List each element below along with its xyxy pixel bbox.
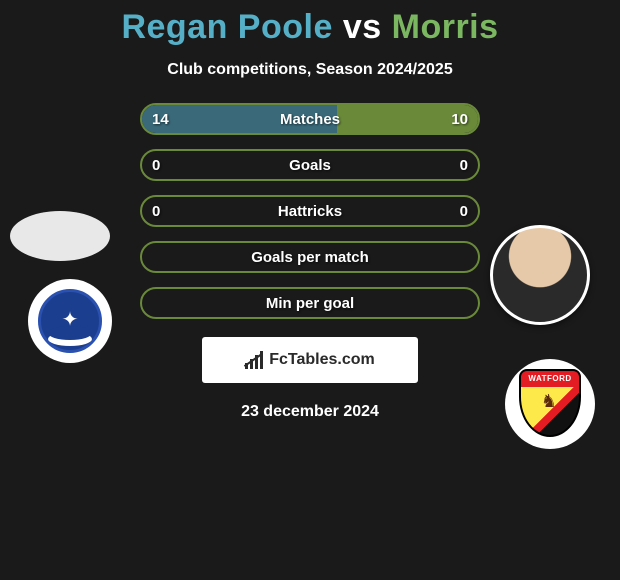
portsmouth-badge-icon: ✦ — [28, 279, 112, 363]
player2-name: Morris — [392, 8, 499, 46]
page-title: Regan Poole vs Morris — [0, 0, 620, 47]
stat-label: Min per goal — [266, 295, 354, 312]
stat-value-left: 14 — [152, 111, 169, 128]
watford-badge-icon: WATFORD ♞ — [505, 359, 595, 449]
stat-value-right: 10 — [451, 111, 468, 128]
bar-chart-icon — [245, 351, 263, 369]
stat-row: 14 10 Matches — [140, 103, 480, 135]
badge-top-text: WATFORD — [519, 369, 581, 387]
stats-rows: 14 10 Matches 0 0 Goals 0 0 Hattricks Goals per m… — [140, 103, 480, 319]
subtitle: Club competitions, Season 2024/2025 — [0, 61, 620, 79]
stat-value-right: 0 — [460, 203, 468, 220]
stat-value-left: 0 — [152, 157, 160, 174]
stat-row: 0 0 Goals — [140, 149, 480, 181]
comparison-card: Regan Poole vs Morris Club competitions,… — [0, 0, 620, 580]
stat-row: Min per goal — [140, 287, 480, 319]
avatar-photo-icon — [490, 225, 590, 325]
crescent-icon — [48, 332, 92, 346]
brand-text: FcTables.com — [269, 351, 375, 369]
moose-icon: ♞ — [535, 391, 563, 417]
brand-box: FcTables.com — [202, 337, 418, 383]
stat-value-right: 0 — [460, 157, 468, 174]
stat-row: Goals per match — [140, 241, 480, 273]
player2-club-badge: WATFORD ♞ — [500, 359, 600, 449]
vs-text: vs — [343, 8, 382, 46]
player1-name: Regan Poole — [121, 8, 332, 46]
stat-label: Goals — [289, 157, 331, 174]
content-area: ✦ WATFORD ♞ 14 10 Matches 0 0 Goals 0 0 Hattrick… — [0, 103, 620, 421]
player1-club-badge: ✦ — [20, 279, 120, 363]
stat-row: 0 0 Hattricks — [140, 195, 480, 227]
player1-avatar — [10, 211, 110, 261]
player2-avatar — [488, 225, 592, 325]
stat-label: Hattricks — [278, 203, 342, 220]
avatar-placeholder-icon — [10, 211, 110, 261]
stat-label: Matches — [280, 111, 340, 128]
stat-value-left: 0 — [152, 203, 160, 220]
stat-label: Goals per match — [251, 249, 369, 266]
